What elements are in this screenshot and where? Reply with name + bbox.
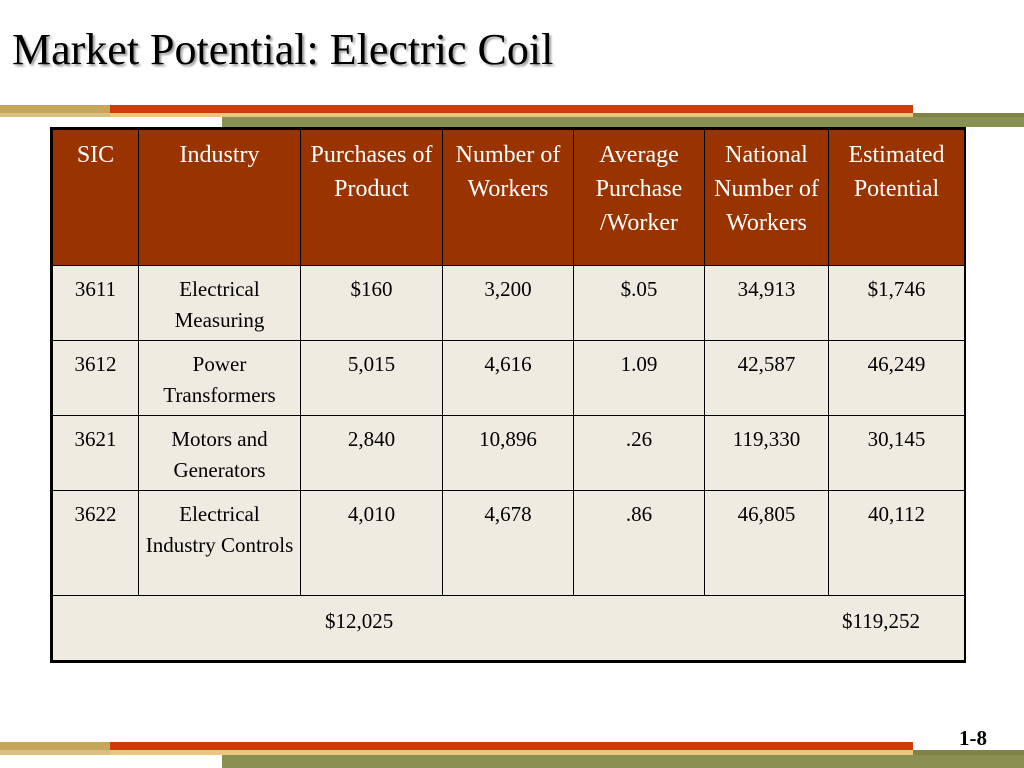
table-header-row: SIC Industry Purchases of Product Number… (52, 129, 965, 266)
bottom-band-red (110, 742, 913, 750)
cell-average-purchase: 1.09 (573, 340, 705, 416)
cell-workers: 4,678 (442, 490, 574, 596)
header-industry: Industry (138, 129, 301, 266)
table-row: 3622 Electrical Industry Controls 4,010 … (52, 490, 965, 596)
bottom-band-olive (222, 755, 1024, 768)
cell-estimated-potential: 40,112 (828, 490, 965, 596)
top-band-red (110, 105, 913, 113)
totals-row: $12,025 $119,252 (52, 595, 965, 661)
cell-workers: 4,616 (442, 340, 574, 416)
header-average-purchase: Average Purchase /Worker (573, 129, 705, 266)
cell-national-workers: 42,587 (704, 340, 829, 416)
top-band-cream (110, 113, 913, 117)
table-row: 3612 Power Transformers 5,015 4,616 1.09… (52, 340, 965, 416)
header-sic: SIC (52, 129, 139, 266)
cell-estimated-potential: $1,746 (828, 265, 965, 341)
cell-purchases: 4,010 (300, 490, 443, 596)
totals-cell: $12,025 $119,252 (52, 595, 965, 661)
cell-purchases: 2,840 (300, 415, 443, 491)
cell-national-workers: 46,805 (704, 490, 829, 596)
cell-average-purchase: $.05 (573, 265, 705, 341)
cell-workers: 10,896 (442, 415, 574, 491)
purchases-total: $12,025 (325, 609, 394, 633)
bottom-band-gold (0, 742, 110, 750)
top-band-light-gold (0, 113, 110, 117)
cell-sic: 3622 (52, 490, 139, 596)
cell-average-purchase: .26 (573, 415, 705, 491)
cell-national-workers: 119,330 (704, 415, 829, 491)
cell-sic: 3612 (52, 340, 139, 416)
cell-industry: Electrical Industry Controls (138, 490, 301, 596)
cell-industry: Motors and Generators (138, 415, 301, 491)
potential-total: $119,252 (842, 609, 920, 633)
cell-industry: Power Transformers (138, 340, 301, 416)
bottom-band-light-gold (0, 750, 110, 755)
bottom-band-olive-dark (913, 750, 1024, 758)
table-row: 3611 Electrical Measuring $160 3,200 $.0… (52, 265, 965, 341)
cell-average-purchase: .86 (573, 490, 705, 596)
cell-estimated-potential: 30,145 (828, 415, 965, 491)
top-band-gold (0, 105, 110, 113)
cell-purchases: 5,015 (300, 340, 443, 416)
page-number: 1-8 (959, 726, 987, 750)
header-estimated-potential: Estimated Potential (828, 129, 965, 266)
header-national-workers: National Number of Workers (704, 129, 829, 266)
cell-purchases: $160 (300, 265, 443, 341)
slide-title: Market Potential: Electric Coil (12, 25, 554, 74)
table-row: 3621 Motors and Generators 2,840 10,896 … (52, 415, 965, 491)
cell-sic: 3611 (52, 265, 139, 341)
bottom-band-cream (110, 750, 913, 755)
cell-estimated-potential: 46,249 (828, 340, 965, 416)
cell-workers: 3,200 (442, 265, 574, 341)
cell-industry: Electrical Measuring (138, 265, 301, 341)
header-number-of-workers: Number of Workers (442, 129, 574, 266)
cell-national-workers: 34,913 (704, 265, 829, 341)
cell-sic: 3621 (52, 415, 139, 491)
market-potential-table: SIC Industry Purchases of Product Number… (50, 127, 966, 663)
top-band-olive (222, 117, 1024, 127)
header-purchases: Purchases of Product (300, 129, 443, 266)
